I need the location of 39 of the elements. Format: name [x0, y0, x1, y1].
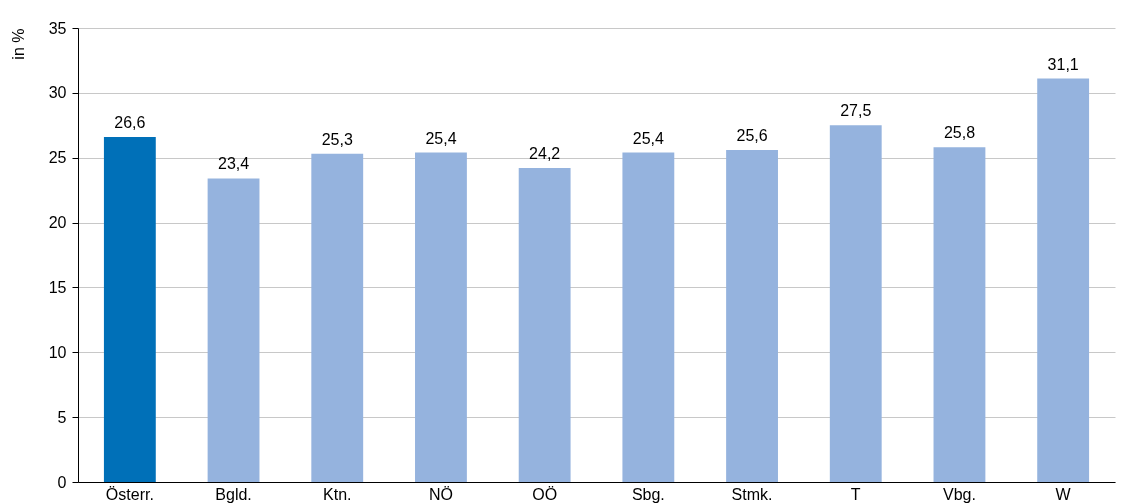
bar [933, 147, 986, 482]
data-label: 25,3 [321, 130, 353, 148]
y-tick-label: 5 [57, 408, 67, 426]
data-label: 23,4 [217, 155, 250, 173]
data-label: 26,6 [114, 113, 146, 131]
x-tick-label: Vbg. [942, 485, 976, 503]
bar [103, 136, 156, 482]
data-label: 25,4 [425, 129, 457, 147]
data-label: 25,8 [943, 124, 976, 142]
data-label: 25,6 [736, 126, 768, 144]
y-axis-title: in % [9, 28, 27, 60]
bar [726, 149, 778, 482]
x-tick-label: OÖ [532, 485, 558, 503]
bar [622, 152, 675, 482]
data-label: 25,4 [632, 129, 665, 147]
bar [207, 178, 260, 482]
bar [518, 168, 571, 482]
data-label: 24,2 [529, 145, 561, 163]
x-tick-label: Sbg. [631, 485, 665, 503]
y-tick-label: 30 [48, 84, 67, 102]
data-label: 31,1 [1047, 55, 1079, 73]
x-tick-label: T [850, 485, 861, 503]
x-tick-label: Österr. [105, 485, 154, 503]
y-tick-label: 15 [48, 278, 67, 296]
x-tick-label: Ktn. [323, 485, 352, 503]
x-tick-label: NÖ [428, 485, 453, 503]
bar [415, 152, 467, 482]
x-tick-label: W [1055, 485, 1072, 503]
bar [311, 153, 364, 482]
data-label: 27,5 [840, 102, 872, 120]
y-tick-label: 25 [48, 149, 67, 167]
y-tick-label: 10 [48, 343, 67, 361]
y-tick-label: 35 [48, 19, 67, 37]
y-tick-label: 20 [48, 214, 67, 232]
x-tick-label: Bgld. [215, 485, 252, 503]
bar [1037, 78, 1090, 482]
y-tick-label: 0 [57, 473, 67, 491]
x-tick-label: Stmk. [731, 485, 773, 503]
bar [829, 125, 882, 482]
